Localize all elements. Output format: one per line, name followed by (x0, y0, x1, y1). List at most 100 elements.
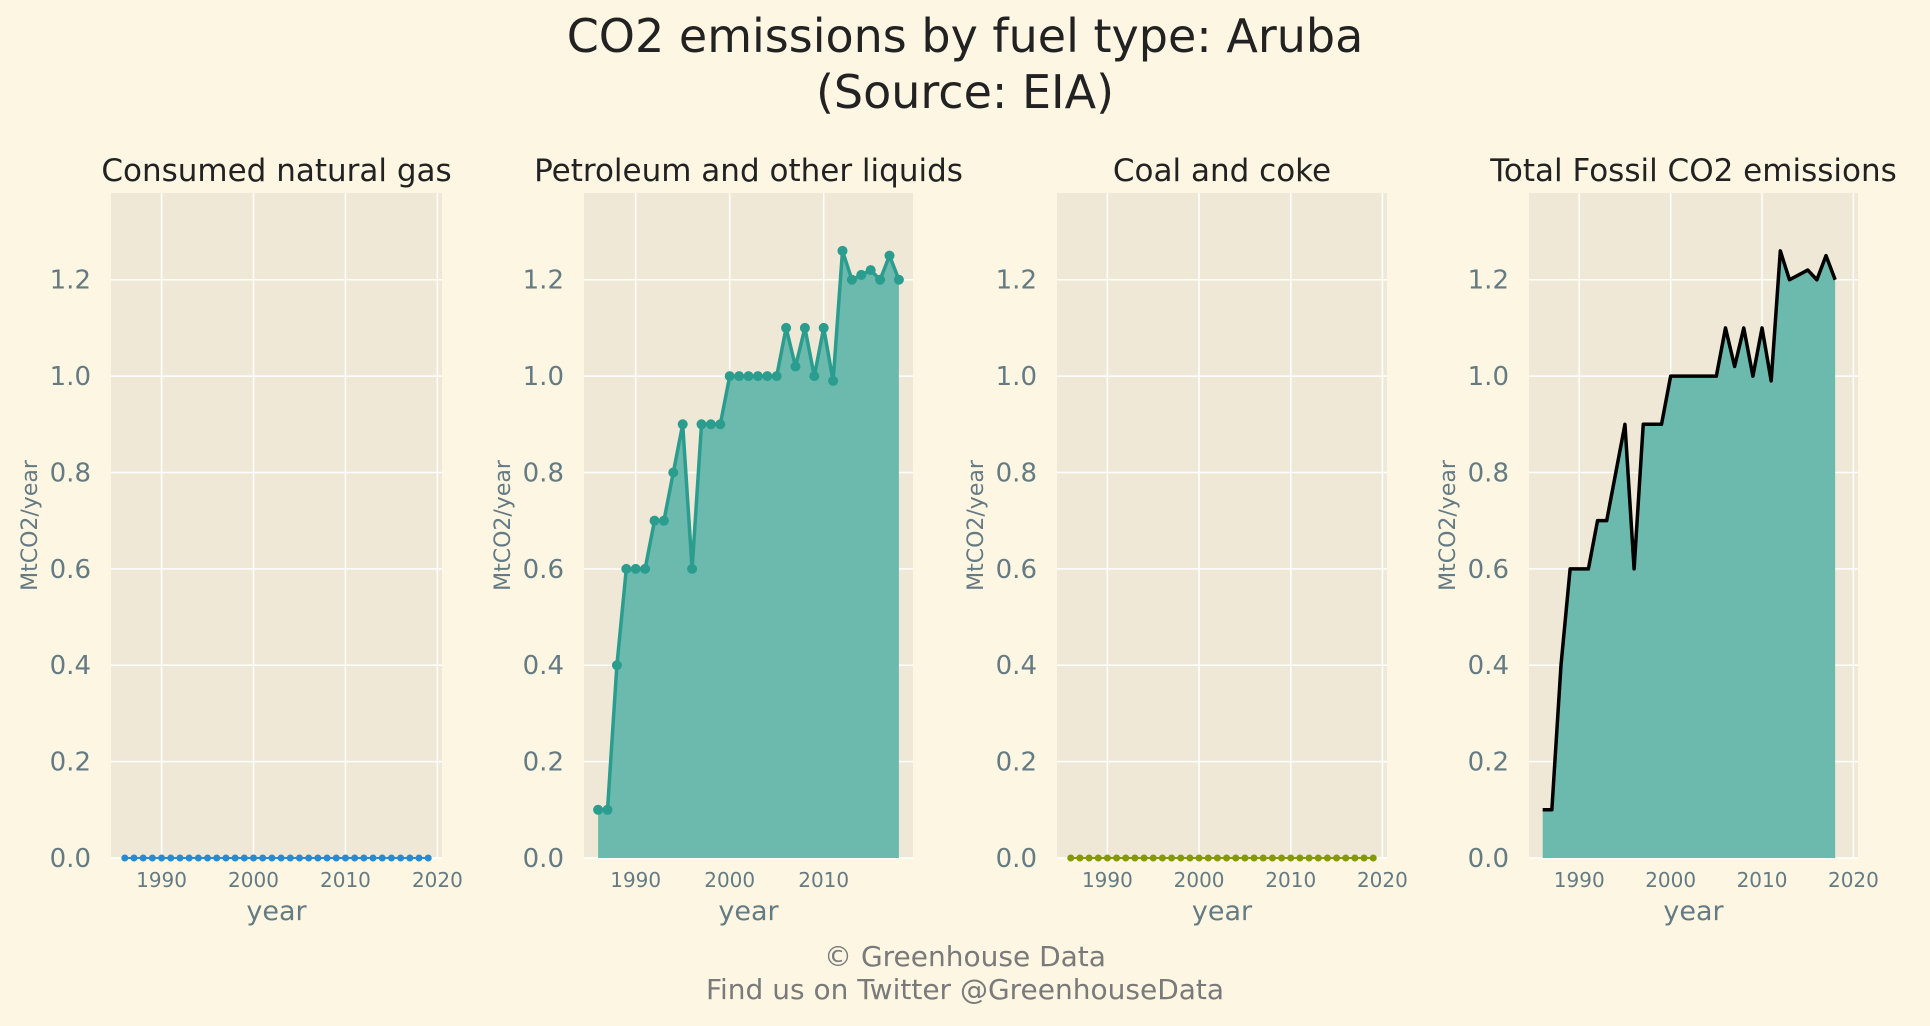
y-tick-label: 1.2 (996, 266, 1037, 296)
data-point (185, 854, 193, 862)
data-point (658, 515, 669, 526)
data-point (649, 515, 660, 526)
data-point (865, 265, 876, 276)
data-point (130, 854, 138, 862)
data-point (846, 274, 857, 285)
y-tick-label: 0.4 (50, 651, 91, 681)
footer-twitter: Find us on Twitter @GreenhouseData (705, 973, 1225, 1006)
data-point (621, 563, 632, 574)
data-point (415, 854, 423, 862)
data-point (240, 854, 248, 862)
x-tick-label: 2010 (1737, 868, 1788, 892)
x-tick-label: 2020 (1828, 868, 1879, 892)
data-point (893, 274, 904, 285)
data-point (1351, 854, 1359, 862)
x-axis-label: year (1192, 896, 1253, 927)
data-point (286, 854, 294, 862)
data-point (1213, 854, 1221, 862)
data-point (1360, 854, 1368, 862)
data-point (818, 322, 829, 333)
y-tick-label: 0.8 (523, 458, 564, 488)
data-point (1113, 854, 1121, 862)
y-tick-label: 0.0 (523, 844, 564, 874)
y-tick-label: 0.6 (523, 555, 564, 585)
data-point (743, 371, 754, 382)
footer-copyright: © Greenhouse Data (824, 940, 1106, 973)
y-tick-label: 0.0 (50, 844, 91, 874)
data-point (1168, 854, 1176, 862)
data-point (250, 854, 258, 862)
x-tick-label: 2000 (1174, 868, 1225, 892)
x-axis-label: year (246, 896, 307, 927)
data-point (378, 854, 386, 862)
main-title-line2: (Source: EIA) (815, 65, 1115, 119)
x-tick-label: 1990 (136, 868, 187, 892)
data-point (1259, 854, 1267, 862)
data-point (231, 854, 239, 862)
data-point (1204, 854, 1212, 862)
data-point (630, 563, 641, 574)
chart-main-title: CO2 emissions by fuel type: Aruba (Sourc… (0, 8, 1930, 120)
x-axis-label: year (718, 896, 779, 927)
data-point (1076, 854, 1084, 862)
data-point (856, 269, 867, 280)
series-area-fill (598, 250, 899, 859)
data-point (1333, 854, 1341, 862)
y-tick-label: 0.8 (1468, 458, 1509, 488)
subplot-1: 0.0 0.2 0.4 0.6 0.8 1.0 1.2 1990 2000 2010 2020 Con… (18, 153, 463, 927)
data-point (828, 375, 839, 386)
data-point (687, 563, 698, 574)
x-tick-label: 2010 (320, 868, 371, 892)
data-point (194, 854, 202, 862)
data-point (1177, 854, 1185, 862)
x-tick-label: 2020 (1357, 868, 1408, 892)
data-point (593, 804, 604, 815)
data-point (1241, 854, 1249, 862)
y-tick-label: 0.4 (1468, 651, 1509, 681)
y-axis-label: MtCO2/year (491, 459, 516, 591)
data-point (406, 854, 414, 862)
data-point (397, 854, 405, 862)
y-axis-label: MtCO2/year (964, 459, 989, 591)
data-point (715, 419, 726, 430)
subplot-title: Petroleum and other liquids (534, 153, 963, 189)
data-point (837, 245, 848, 256)
data-point (148, 854, 156, 862)
x-tick-label: 2020 (412, 868, 463, 892)
series-area-fill (1542, 250, 1836, 859)
data-point (204, 854, 212, 862)
data-point (875, 274, 886, 285)
data-point (360, 854, 368, 862)
data-point (705, 419, 716, 430)
data-point (167, 854, 175, 862)
data-point (611, 660, 622, 671)
x-tick-label: 1990 (1554, 868, 1605, 892)
y-tick-label: 0.0 (996, 844, 1037, 874)
x-tick-label: 1990 (610, 868, 661, 892)
data-point (369, 854, 377, 862)
x-tick-label: 2000 (228, 868, 279, 892)
x-axis-label: year (1663, 896, 1724, 927)
y-tick-label: 0.2 (996, 748, 1037, 778)
data-point (341, 854, 349, 862)
data-point (213, 854, 221, 862)
data-point (424, 854, 432, 862)
data-point (295, 854, 303, 862)
data-point (121, 854, 129, 862)
data-point (1149, 854, 1157, 862)
y-axis-label: MtCO2/year (1436, 459, 1461, 591)
data-point (1223, 854, 1231, 862)
footer-credit: © Greenhouse Data Find us on Twitter @Gr… (0, 940, 1930, 1006)
data-point (268, 854, 276, 862)
data-point (1278, 854, 1286, 862)
data-point (1094, 854, 1102, 862)
y-tick-label: 0.6 (996, 555, 1037, 585)
data-point (1186, 854, 1194, 862)
y-tick-label: 1.0 (523, 362, 564, 392)
subplot-4: 0.0 0.2 0.4 0.6 0.8 1.0 1.2 1990 2000 2010 2020 Tot… (1436, 153, 1897, 927)
y-tick-label: 0.6 (1468, 555, 1509, 585)
subplot-title: Coal and coke (1113, 153, 1331, 189)
x-tick-label: 1990 (1082, 868, 1133, 892)
y-tick-label: 1.2 (523, 266, 564, 296)
